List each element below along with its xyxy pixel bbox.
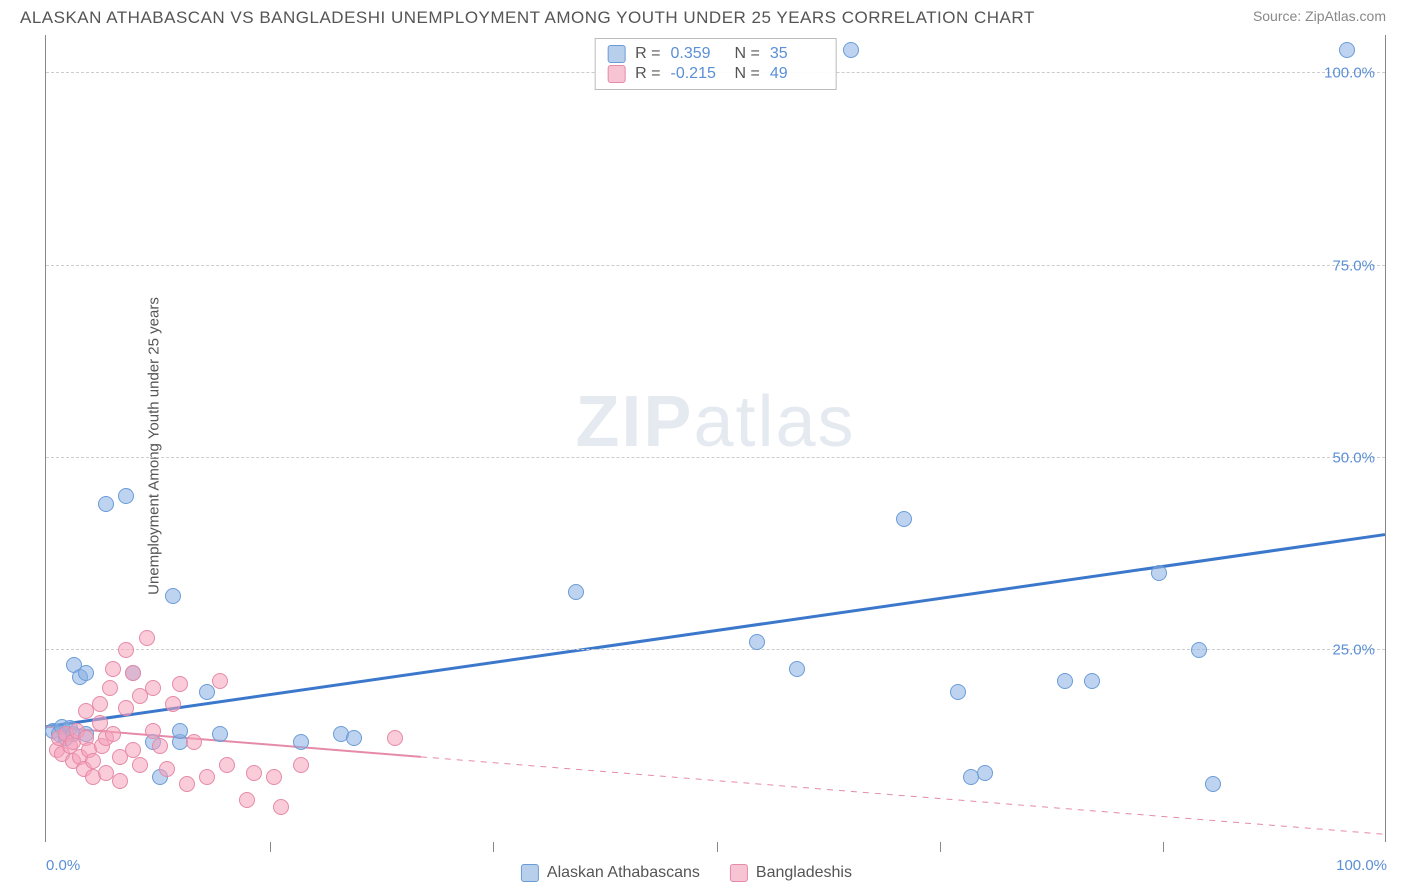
scatter-point <box>293 734 309 750</box>
scatter-point <box>186 734 202 750</box>
scatter-point <box>145 723 161 739</box>
x-tick <box>493 842 494 852</box>
scatter-point <box>152 738 168 754</box>
x-tick <box>1163 842 1164 852</box>
y-tick-label: 50.0% <box>1332 449 1375 466</box>
scatter-point <box>293 757 309 773</box>
legend-label: Bangladeshis <box>756 864 852 882</box>
scatter-point <box>1339 42 1355 58</box>
scatter-point <box>387 730 403 746</box>
bottom-legend: Alaskan Athabascans Bangladeshis <box>521 864 852 882</box>
plot-inner: ZIPatlas 25.0%50.0%75.0%100.0%0.0%100.0% <box>46 35 1385 842</box>
scatter-point <box>179 776 195 792</box>
scatter-point <box>239 792 255 808</box>
x-tick-label: 100.0% <box>1336 857 1387 874</box>
gridline <box>46 265 1385 266</box>
trend-lines-layer <box>46 35 1385 842</box>
scatter-point <box>105 661 121 677</box>
scatter-point <box>977 765 993 781</box>
legend-swatch <box>521 864 539 882</box>
scatter-point <box>172 676 188 692</box>
stats-n-label: N = <box>735 45 760 63</box>
scatter-point <box>118 642 134 658</box>
scatter-point <box>139 630 155 646</box>
scatter-point <box>85 753 101 769</box>
x-tick <box>270 842 271 852</box>
scatter-point <box>1191 642 1207 658</box>
stats-row: R = 0.359 N = 35 <box>607 45 824 63</box>
gridline <box>46 649 1385 650</box>
scatter-point <box>789 661 805 677</box>
scatter-point <box>749 634 765 650</box>
scatter-point <box>159 761 175 777</box>
scatter-point <box>125 742 141 758</box>
plot-area: ZIPatlas 25.0%50.0%75.0%100.0%0.0%100.0%… <box>45 35 1386 842</box>
stats-n-label: N = <box>735 65 760 83</box>
scatter-point <box>568 584 584 600</box>
stats-r-value: 0.359 <box>671 45 725 63</box>
scatter-point <box>165 696 181 712</box>
stats-n-value: 49 <box>770 65 824 83</box>
scatter-point <box>346 730 362 746</box>
scatter-point <box>199 769 215 785</box>
scatter-point <box>950 684 966 700</box>
scatter-point <box>1205 776 1221 792</box>
scatter-point <box>102 680 118 696</box>
scatter-point <box>199 684 215 700</box>
stats-swatch <box>607 65 625 83</box>
legend-item: Bangladeshis <box>730 864 852 882</box>
scatter-point <box>1057 673 1073 689</box>
y-tick-label: 75.0% <box>1332 257 1375 274</box>
scatter-point <box>125 665 141 681</box>
stats-row: R = -0.215 N = 49 <box>607 65 824 83</box>
scatter-point <box>105 726 121 742</box>
scatter-point <box>212 726 228 742</box>
scatter-point <box>118 700 134 716</box>
stats-n-value: 35 <box>770 45 824 63</box>
gridline <box>46 457 1385 458</box>
scatter-point <box>132 757 148 773</box>
scatter-point <box>266 769 282 785</box>
scatter-point <box>273 799 289 815</box>
scatter-point <box>165 588 181 604</box>
scatter-point <box>98 496 114 512</box>
scatter-point <box>896 511 912 527</box>
stats-r-value: -0.215 <box>671 65 725 83</box>
x-tick <box>717 842 718 852</box>
scatter-point <box>118 488 134 504</box>
scatter-point <box>92 696 108 712</box>
stats-swatch <box>607 45 625 63</box>
legend-swatch <box>730 864 748 882</box>
source-attribution: Source: ZipAtlas.com <box>1253 8 1386 24</box>
scatter-point <box>172 723 188 739</box>
scatter-point <box>92 715 108 731</box>
y-tick-label: 25.0% <box>1332 641 1375 658</box>
x-tick-label: 0.0% <box>46 857 80 874</box>
stats-box: R = 0.359 N = 35 R = -0.215 N = 49 <box>594 38 837 90</box>
trend-line-dashed <box>421 757 1385 834</box>
scatter-point <box>246 765 262 781</box>
stats-r-label: R = <box>635 45 660 63</box>
scatter-point <box>219 757 235 773</box>
scatter-point <box>212 673 228 689</box>
legend-label: Alaskan Athabascans <box>547 864 700 882</box>
chart-title: ALASKAN ATHABASCAN VS BANGLADESHI UNEMPL… <box>20 8 1035 28</box>
scatter-point <box>112 773 128 789</box>
legend-item: Alaskan Athabascans <box>521 864 700 882</box>
trend-line-solid <box>46 535 1385 727</box>
scatter-point <box>145 680 161 696</box>
scatter-point <box>1084 673 1100 689</box>
scatter-point <box>78 665 94 681</box>
y-tick-label: 100.0% <box>1324 65 1375 82</box>
scatter-point <box>843 42 859 58</box>
x-tick <box>940 842 941 852</box>
scatter-point <box>1151 565 1167 581</box>
stats-r-label: R = <box>635 65 660 83</box>
